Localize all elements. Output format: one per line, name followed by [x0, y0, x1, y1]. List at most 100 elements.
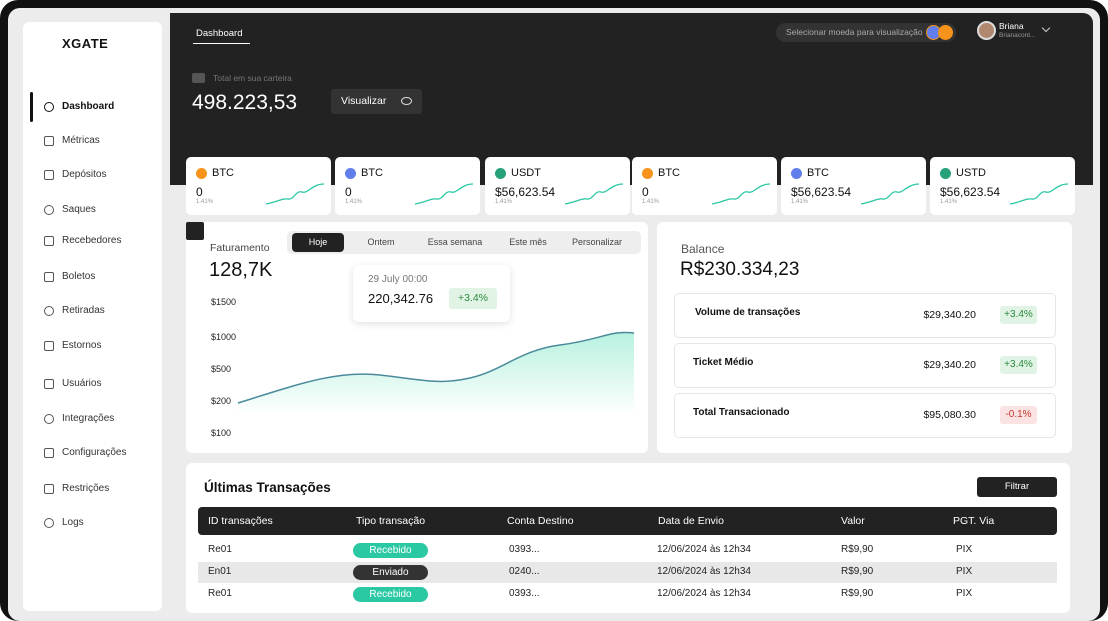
coin-icon [345, 168, 356, 179]
wallet-label: Total em sua carteira [213, 73, 292, 83]
menu-icon [44, 341, 54, 351]
menu-item[interactable]: Recebedores [62, 235, 122, 246]
wallet-total: 498.223,53 [192, 91, 298, 114]
revenue-chart [237, 331, 635, 415]
menu-item[interactable]: Logs [62, 517, 84, 528]
cell: En01 [208, 566, 232, 577]
coin-icon [495, 168, 506, 179]
tab[interactable]: Dashboard [196, 28, 243, 39]
menu-item[interactable]: Boletos [62, 271, 96, 282]
asset-change: 1.41% [345, 199, 363, 205]
asset-symbol: USTD [956, 167, 986, 179]
cell: R$9,90 [841, 544, 874, 555]
type-badge: Recebido [353, 587, 428, 602]
line [237, 331, 635, 404]
menu-item[interactable]: Restrições [62, 483, 110, 494]
tooltip-change: +3.4% [449, 288, 497, 309]
row-amount: $29,340.20 [923, 309, 976, 321]
menu-item[interactable]: Configurações [62, 447, 127, 458]
eye-icon [401, 97, 412, 105]
filter-button[interactable]: Filtrar [977, 477, 1057, 497]
menu-icon [44, 414, 54, 424]
asset-card [781, 157, 926, 215]
asset-change: 1.41% [791, 199, 809, 205]
cell: 12/06/2024 às 12h34 [657, 588, 751, 599]
menu-item[interactable]: Usuários [62, 378, 102, 389]
balance-row [674, 393, 1056, 438]
coin-icon [940, 168, 951, 179]
balance-row [674, 293, 1056, 338]
coin-icon [791, 168, 802, 179]
asset-symbol: USDT [511, 167, 541, 179]
filter-tab[interactable]: Personalizar [571, 237, 623, 247]
area [238, 332, 634, 415]
filter-tab[interactable]: Este mês [509, 237, 547, 247]
filter-tab[interactable]: Ontem [367, 237, 395, 247]
user-name: Briana [999, 21, 1024, 31]
asset-value: $56,623.54 [791, 185, 852, 199]
menu-item[interactable]: Integrações [62, 413, 115, 424]
sparkline [860, 183, 920, 205]
cell: 12/06/2024 às 12h34 [657, 544, 751, 555]
sparkline [414, 183, 474, 205]
asset-value: 0 [345, 185, 352, 199]
transactions-title: Últimas Transações [204, 480, 331, 495]
y-label: $100 [211, 428, 232, 438]
menu-item[interactable]: Depósitos [62, 169, 107, 180]
column-header: Tipo transação [356, 515, 426, 527]
asset-value: $56,623.54 [940, 185, 1001, 199]
asset-symbol: BTC [658, 167, 680, 179]
coin-icon [642, 168, 653, 179]
asset-card [930, 157, 1075, 215]
menu-item[interactable]: Estornos [62, 340, 102, 351]
cell: 0393... [509, 544, 540, 555]
menu-item[interactable]: Dashboard [62, 101, 115, 112]
asset-change: 1.41% [196, 199, 214, 205]
wallet-icon [192, 73, 205, 83]
asset-card [186, 157, 331, 215]
asset-change: 1.41% [940, 199, 958, 205]
column-header: PGT. Via [953, 515, 995, 527]
sparkline [564, 183, 624, 205]
balance-row [674, 343, 1056, 388]
revenue-title: Faturamento [210, 242, 270, 254]
asset-value: $56,623.54 [495, 185, 556, 199]
asset-card [485, 157, 630, 215]
menu-item[interactable]: Retiradas [62, 305, 105, 316]
logo: XGATE [62, 36, 109, 51]
cell: 0240... [509, 566, 540, 577]
asset-change: 1.41% [495, 199, 513, 205]
sidebar [23, 22, 162, 611]
asset-card [632, 157, 777, 215]
asset-change: 1.41% [642, 199, 660, 205]
menu-icon [44, 272, 54, 282]
menu-item[interactable]: Métricas [62, 135, 100, 146]
column-header: ID transações [208, 515, 273, 527]
expand-button[interactable] [186, 222, 204, 240]
menu-icon [44, 102, 54, 112]
cell: PIX [956, 566, 973, 577]
asset-symbol: BTC [807, 167, 829, 179]
menu-item[interactable]: Saques [62, 204, 96, 215]
balance-total: R$230.334,23 [680, 259, 800, 280]
menu-icon [44, 379, 54, 389]
menu-icon [44, 236, 54, 246]
y-label: $500 [211, 364, 232, 374]
asset-value: 0 [196, 185, 203, 199]
row-amount: $95,080.30 [923, 409, 976, 421]
table-header [198, 507, 1057, 535]
sparkline [1009, 183, 1069, 205]
cell: Re01 [208, 588, 232, 599]
menu-icon [44, 448, 54, 458]
currency-selector[interactable]: Selecionar moeda para visualização [776, 23, 956, 42]
revenue-total: 128,7K [209, 259, 273, 281]
type-badge: Enviado [353, 565, 428, 580]
coin [938, 25, 953, 40]
filter-tab[interactable]: Essa semana [427, 237, 483, 247]
row-label: Ticket Médio [693, 357, 754, 368]
filter-tab[interactable]: Hoje [292, 233, 344, 252]
y-label: $1500 [211, 297, 237, 307]
coin-icon [196, 168, 207, 179]
avatar [977, 21, 996, 40]
